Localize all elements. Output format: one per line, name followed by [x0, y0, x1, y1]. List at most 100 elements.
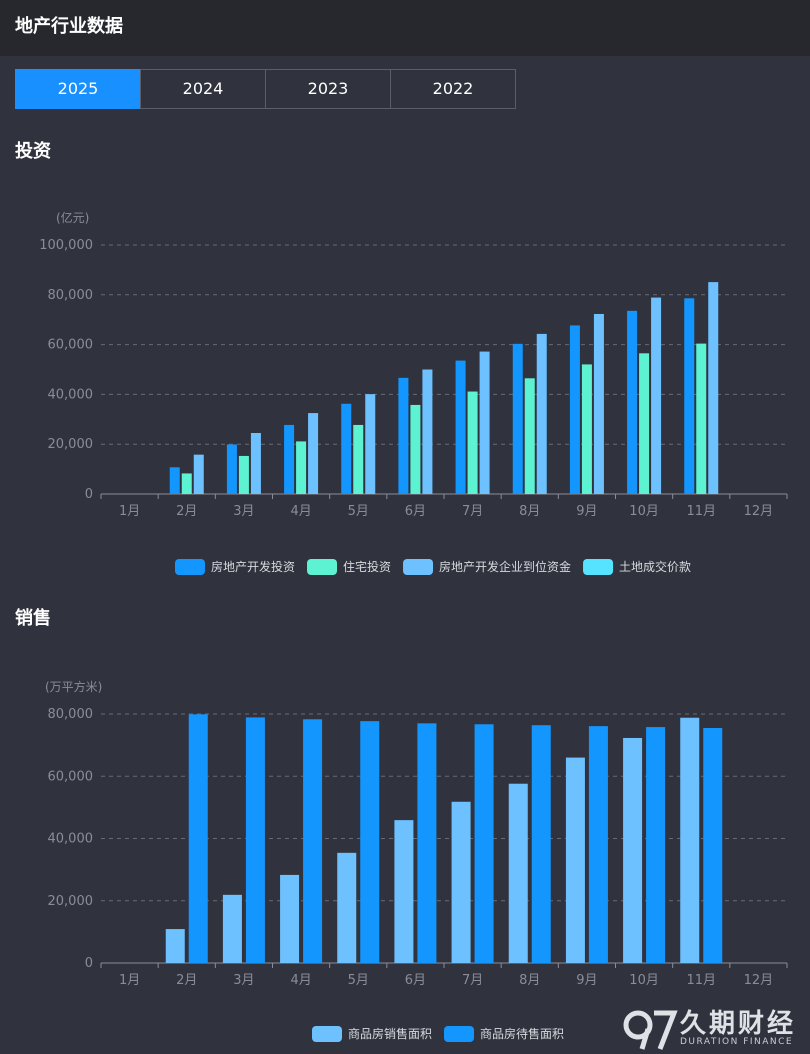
bar-1-9 — [565, 757, 585, 963]
y-tick-label: 0 — [85, 956, 93, 971]
bar-3-10 — [651, 297, 662, 494]
x-tick-label: 7月 — [462, 973, 483, 988]
bar-1-8 — [508, 783, 528, 963]
bar-1-5 — [337, 852, 357, 963]
bar-2-5 — [353, 424, 364, 494]
x-tick-label: 9月 — [576, 504, 597, 519]
x-tick-label: 12月 — [744, 504, 774, 519]
x-tick-label: 7月 — [462, 504, 483, 519]
y-tick-label: 0 — [85, 487, 93, 502]
legend-label-4: 土地成交价款 — [619, 559, 691, 574]
bar-2-10 — [646, 727, 666, 963]
tab-2022[interactable]: 2022 — [390, 69, 516, 109]
x-tick-label: 3月 — [233, 504, 254, 519]
bar-3-6 — [422, 369, 433, 494]
bar-2-9 — [588, 726, 608, 963]
bar-3-2 — [193, 454, 204, 494]
bar-2-4 — [303, 719, 323, 963]
y-axis-unit-label: (亿元) — [56, 210, 89, 225]
x-tick-label: 5月 — [348, 504, 369, 519]
y-tick-label: 80,000 — [48, 288, 94, 303]
x-tick-label: 3月 — [233, 973, 254, 988]
x-tick-label: 11月 — [686, 973, 716, 988]
y-tick-label: 20,000 — [48, 894, 94, 909]
x-tick-label: 9月 — [576, 973, 597, 988]
bar-1-2 — [169, 467, 180, 494]
x-tick-label: 8月 — [519, 973, 540, 988]
bar-2-2 — [181, 473, 192, 494]
bar-2-4 — [296, 441, 307, 494]
bar-1-2 — [165, 929, 185, 963]
x-tick-label: 2月 — [176, 973, 197, 988]
sales-section-title: 销售 — [15, 608, 51, 629]
bar-2-7 — [474, 724, 494, 963]
x-tick-label: 2月 — [176, 504, 197, 519]
x-tick-label: 1月 — [119, 504, 140, 519]
legend-swatch-4 — [583, 559, 614, 575]
legend-swatch-2 — [444, 1026, 475, 1042]
x-tick-label: 10月 — [629, 504, 659, 519]
bar-3-11 — [708, 282, 719, 494]
bar-3-9 — [593, 313, 604, 494]
bar-1-3 — [226, 444, 237, 494]
bar-1-5 — [341, 403, 352, 494]
bar-2-6 — [410, 404, 421, 494]
bar-2-6 — [417, 723, 437, 963]
tab-2023[interactable]: 2023 — [265, 69, 391, 109]
bar-1-8 — [512, 343, 523, 494]
bar-2-2 — [188, 714, 208, 963]
x-tick-label: 6月 — [405, 504, 426, 519]
y-tick-label: 60,000 — [48, 769, 94, 784]
bar-2-7 — [467, 391, 478, 494]
bar-1-11 — [684, 298, 695, 494]
tab-2025[interactable]: 2025 — [15, 69, 141, 109]
bar-1-10 — [623, 737, 643, 963]
bar-2-5 — [360, 721, 380, 963]
bar-2-8 — [531, 725, 551, 963]
bar-1-6 — [394, 820, 414, 963]
bar-2-3 — [238, 455, 249, 494]
y-tick-label: 20,000 — [48, 437, 94, 452]
duration-finance-logo-icon — [623, 1010, 678, 1050]
bar-3-5 — [365, 394, 376, 494]
y-axis-unit-label: (万平方米) — [45, 679, 102, 694]
bar-1-7 — [455, 360, 466, 494]
y-tick-label: 40,000 — [48, 832, 94, 847]
bar-3-3 — [250, 432, 261, 494]
tab-2024[interactable]: 2024 — [140, 69, 266, 109]
bar-2-11 — [696, 343, 707, 494]
x-tick-label: 11月 — [686, 504, 716, 519]
x-tick-label: 12月 — [744, 973, 774, 988]
bar-1-4 — [284, 424, 295, 494]
bar-2-9 — [581, 364, 592, 494]
legend-label-2: 商品房待售面积 — [480, 1026, 564, 1041]
bar-1-11 — [680, 717, 700, 963]
x-tick-label: 4月 — [290, 504, 311, 519]
x-tick-label: 6月 — [405, 973, 426, 988]
bar-1-10 — [627, 310, 638, 494]
legend-swatch-1 — [312, 1026, 342, 1042]
x-tick-label: 10月 — [629, 973, 659, 988]
y-tick-label: 60,000 — [48, 338, 94, 353]
investment-chart: (亿元) 0 20,000 40,000 60,000 80,000 100,000 1月 2月… — [39, 210, 788, 575]
bar-2-3 — [245, 717, 265, 963]
legend-label-3: 房地产开发企业到位资金 — [439, 559, 571, 574]
bar-1-9 — [569, 325, 580, 494]
bar-2-8 — [524, 378, 535, 494]
bar-1-6 — [398, 377, 409, 494]
legend-label-1: 商品房销售面积 — [348, 1026, 432, 1041]
y-tick-label: 80,000 — [48, 707, 94, 722]
legend-swatch-2 — [307, 559, 338, 575]
watermark-name-cn: 久期财经 — [680, 1009, 797, 1039]
bar-3-7 — [479, 351, 490, 494]
legend-label-2: 住宅投资 — [343, 559, 391, 574]
year-tabs: 2025 2024 2023 2022 — [15, 69, 516, 109]
watermark-name-en: DURATION FINANCE — [680, 1037, 794, 1047]
bar-3-4 — [308, 413, 319, 494]
legend-swatch-1 — [175, 559, 205, 575]
header-bar: 地产行业数据 — [0, 0, 810, 56]
legend-label-1: 房地产开发投资 — [211, 559, 295, 574]
x-tick-label: 4月 — [290, 973, 311, 988]
y-tick-label: 40,000 — [48, 387, 94, 402]
